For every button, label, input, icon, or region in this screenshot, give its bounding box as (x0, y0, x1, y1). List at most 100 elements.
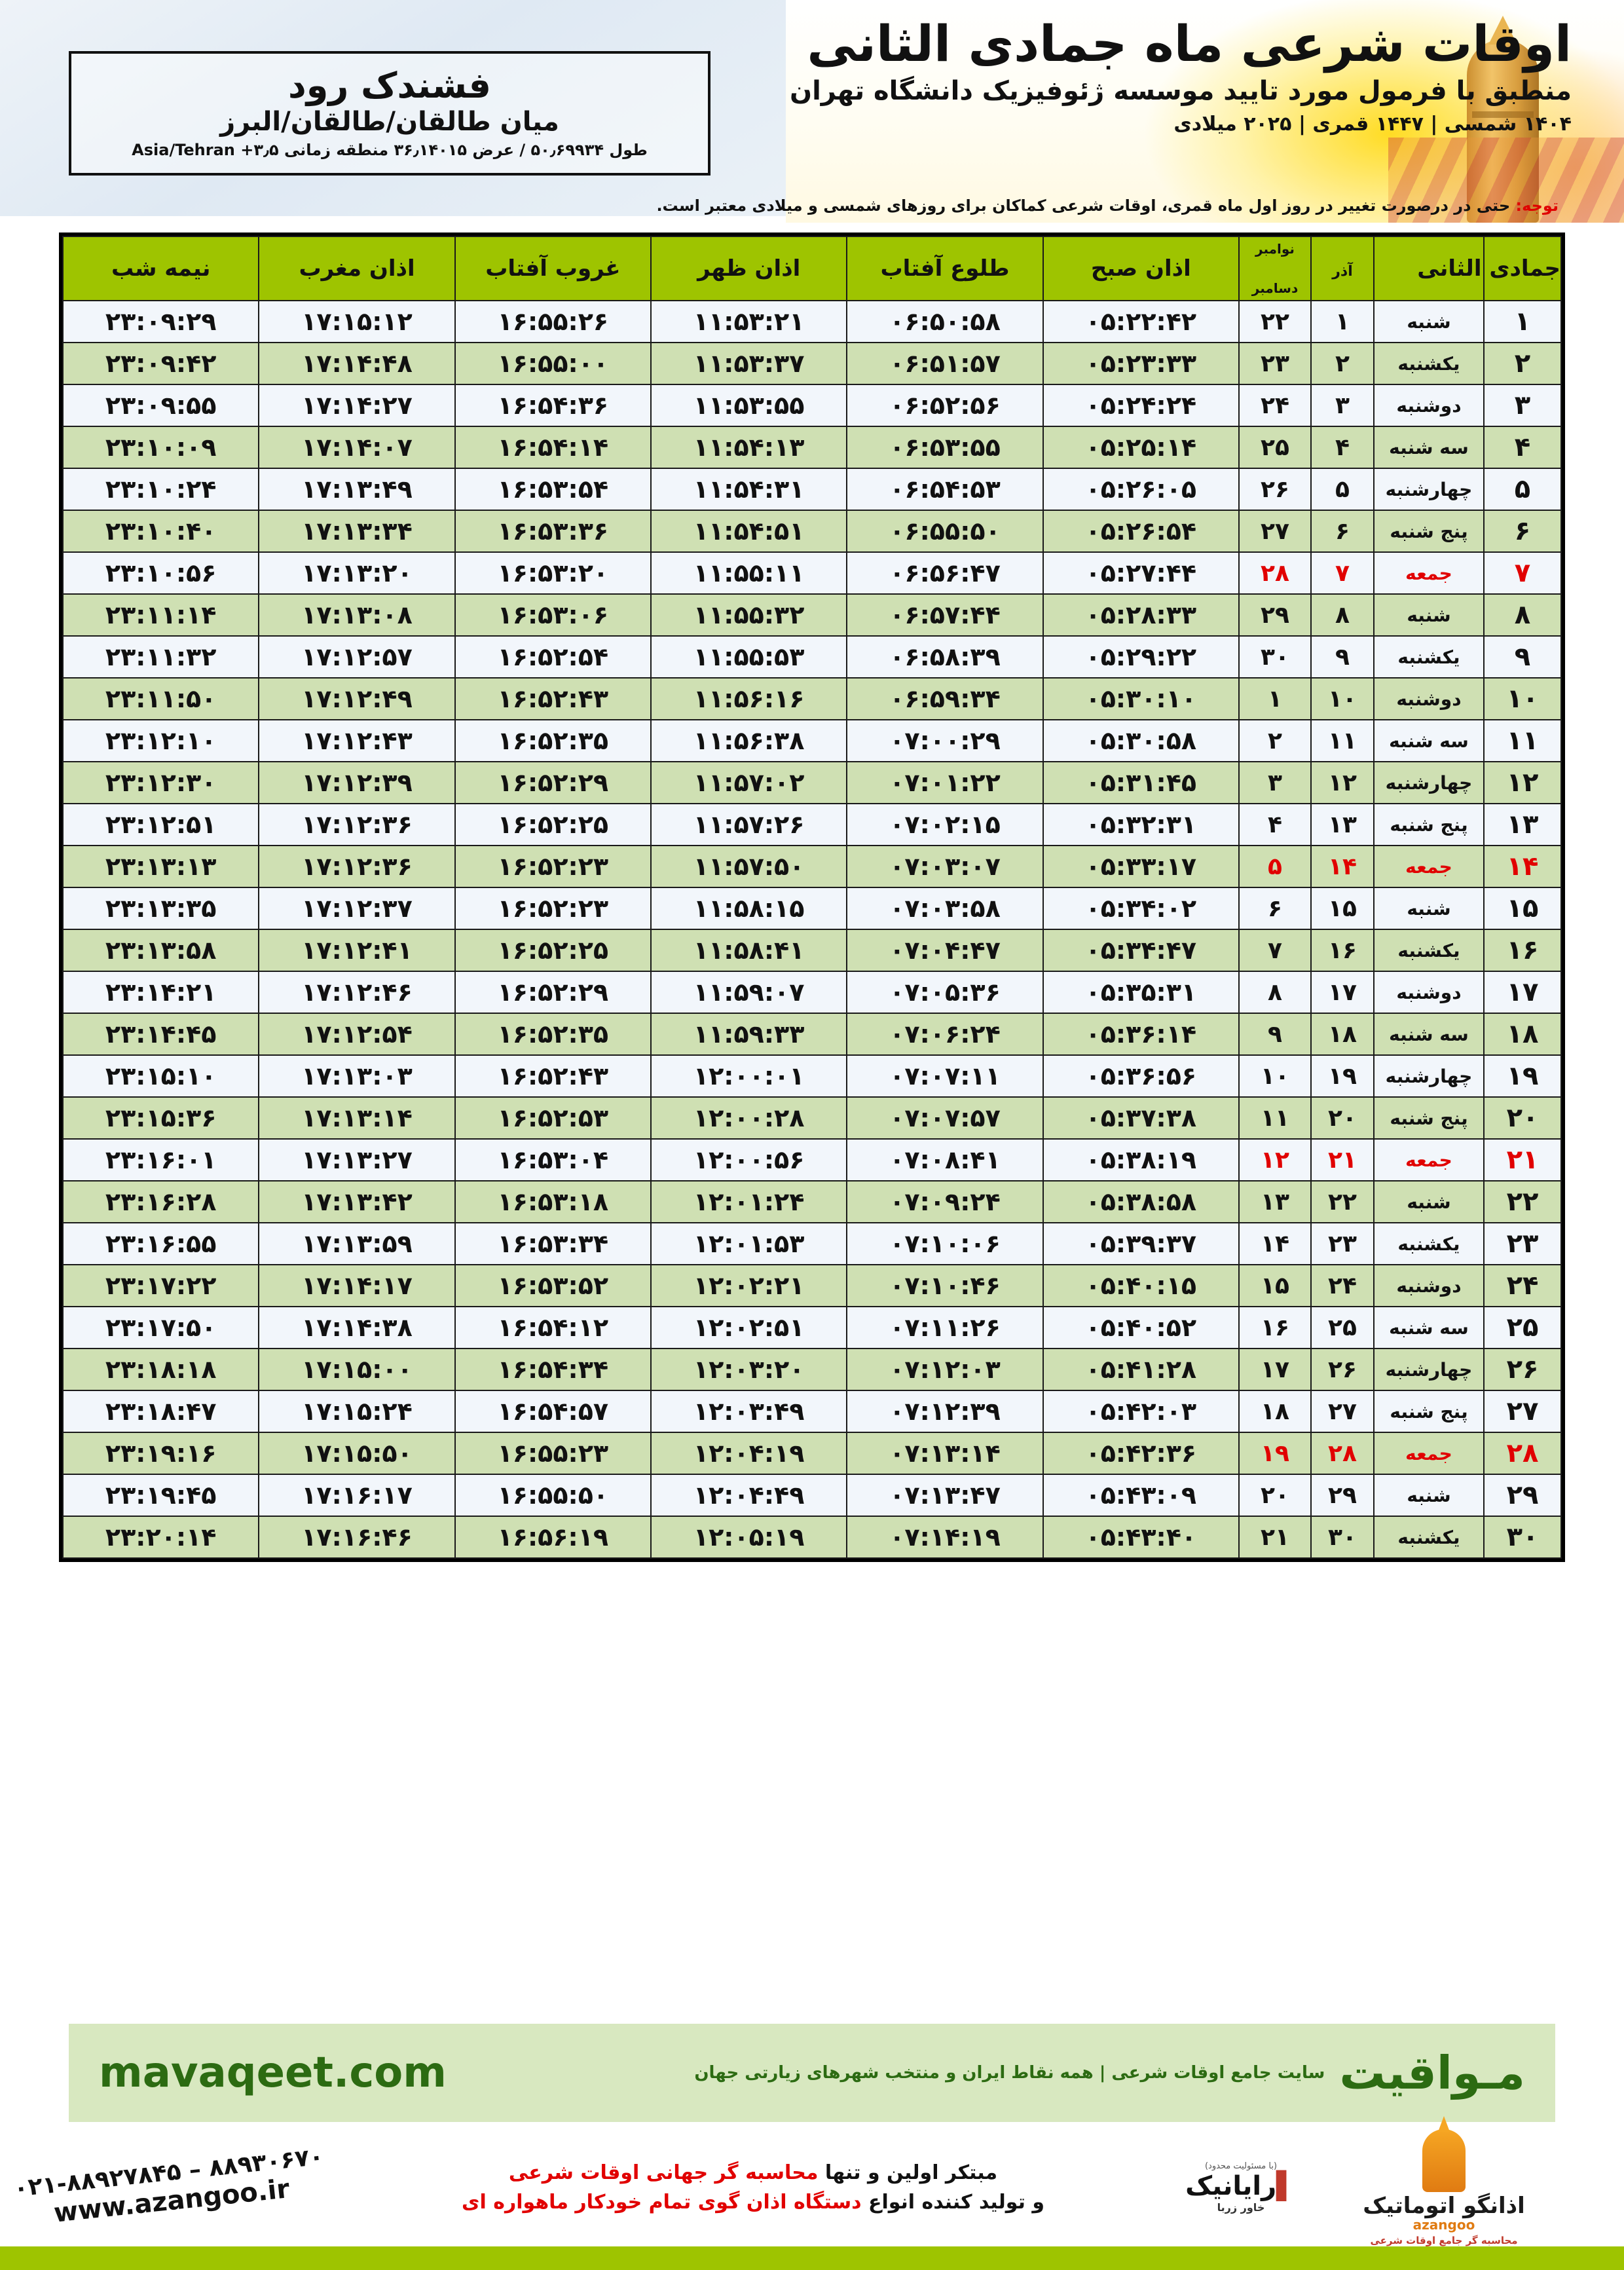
cell-weekday: جمعه (1373, 1138, 1485, 1182)
cell-midnight: ۲۳:۱۳:۳۵ (62, 887, 260, 930)
cell-midnight: ۲۳:۱۵:۳۶ (62, 1096, 260, 1140)
cell-gregorian-day: ۱۷ (1238, 1348, 1312, 1391)
header-hijri-day: جمادی الثانی (1417, 236, 1562, 301)
cell-midnight: ۲۳:۱۰:۴۰ (62, 510, 260, 553)
note-text: حتی در درصورت تغییر در روز اول ماه قمری،… (656, 196, 1511, 215)
cell-dhuhr: ۱۱:۵۸:۴۱ (650, 929, 848, 972)
cell-hijri-day: ۱۵ (1483, 887, 1562, 930)
cell-hijri-day: ۵ (1483, 468, 1562, 511)
cell-hijri-day: ۹ (1483, 635, 1562, 679)
cell-gregorian-day: ۱۵ (1238, 1264, 1312, 1307)
cell-hijri-day: ۲۳ (1483, 1222, 1562, 1265)
header-dhuhr: اذان ظهر (650, 236, 848, 301)
cell-fajr: ۰۵:۲۳:۳۳ (1042, 342, 1240, 385)
cell-sunrise: ۰۷:۰۳:۵۸ (846, 887, 1044, 930)
cell-midnight: ۲۳:۱۲:۵۱ (62, 803, 260, 846)
cell-maghrib: ۱۷:۱۳:۰۸ (258, 593, 456, 637)
cell-midnight: ۲۳:۱۲:۳۰ (62, 761, 260, 804)
cell-hijri-day: ۲۴ (1483, 1264, 1562, 1307)
cell-solar-day: ۴ (1310, 426, 1375, 469)
cell-solar-day: ۲۲ (1310, 1180, 1375, 1223)
bottom-bar: اذانگو اتوماتیک azangoo محاسبه گر جامع ا… (0, 2129, 1624, 2246)
cell-hijri-day: ۲ (1483, 342, 1562, 385)
cell-gregorian-day: ۱۹ (1238, 1432, 1312, 1475)
cell-maghrib: ۱۷:۱۵:۲۴ (258, 1390, 456, 1433)
cell-maghrib: ۱۷:۱۳:۴۲ (258, 1180, 456, 1223)
table-row: ۱۳ پنج شنبه ۱۳ ۴ ۰۵:۳۲:۳۱ ۰۷:۰۲:۱۵ ۱۱:۵۷:۲۶ ۱۶:… (62, 803, 1562, 846)
cell-sunset: ۱۶:۵۵:۲۶ (454, 300, 652, 343)
cell-solar-day: ۱۰ (1310, 677, 1375, 720)
cell-dhuhr: ۱۲:۰۴:۱۹ (650, 1432, 848, 1475)
cell-maghrib: ۱۷:۱۵:۱۲ (258, 300, 456, 343)
table-row: ۳۰ یکشنبه ۳۰ ۲۱ ۰۵:۴۳:۴۰ ۰۷:۱۴:۱۹ ۱۲:۰۵:۱۹ ۱۶:۵… (62, 1516, 1562, 1559)
cell-maghrib: ۱۷:۱۴:۴۸ (258, 342, 456, 385)
bottom-green-strip (0, 2246, 1624, 2270)
rayanic-logo[interactable]: (با مسئولیت محدود) ▌رایانیک خاور زربا (1166, 2161, 1316, 2214)
cell-weekday: جمعه (1373, 1432, 1485, 1475)
cell-weekday: پنج شنبه (1373, 1390, 1485, 1433)
cell-weekday: یکشنبه (1373, 342, 1485, 385)
table-header-row: جمادی الثانی آذر نوامبر دسامبر اذان صبح … (62, 236, 1562, 301)
cell-dhuhr: ۱۱:۵۳:۳۷ (650, 342, 848, 385)
cell-dhuhr: ۱۱:۵۵:۱۱ (650, 551, 848, 595)
cell-fajr: ۰۵:۴۰:۵۲ (1042, 1306, 1240, 1349)
cell-sunrise: ۰۷:۱۲:۳۹ (846, 1390, 1044, 1433)
cell-solar-day: ۲۹ (1310, 1474, 1375, 1517)
cell-sunrise: ۰۷:۱۳:۱۴ (846, 1432, 1044, 1475)
cell-fajr: ۰۵:۳۷:۳۸ (1042, 1096, 1240, 1140)
cell-solar-day: ۵ (1310, 468, 1375, 511)
cell-weekday: جمعه (1373, 551, 1485, 595)
cell-gregorian-day: ۱۱ (1238, 1096, 1312, 1140)
cell-dhuhr: ۱۲:۰۰:۰۱ (650, 1054, 848, 1098)
azangoo-subtitle: محاسبه گر جامع اوقات شرعی (1370, 2234, 1518, 2246)
footer-brand-group: مـواقیت سایت جامع اوقات شرعی | همه نقاط … (694, 2046, 1525, 2100)
table-row: ۱۹ چهارشنبه ۱۹ ۱۰ ۰۵:۳۶:۵۶ ۰۷:۰۷:۱۱ ۱۲:۰۰:۰۱ ۱۶… (62, 1054, 1562, 1098)
cell-sunrise: ۰۶:۵۵:۵۰ (846, 510, 1044, 553)
table-row: ۸ شنبه ۸ ۲۹ ۰۵:۲۸:۳۳ ۰۶:۵۷:۴۴ ۱۱:۵۵:۳۲ ۱۶:۵۳:۰۶… (62, 593, 1562, 637)
cell-maghrib: ۱۷:۱۲:۵۷ (258, 635, 456, 679)
cell-midnight: ۲۳:۱۳:۱۳ (62, 845, 260, 888)
cell-fajr: ۰۵:۳۳:۱۷ (1042, 845, 1240, 888)
cell-midnight: ۲۳:۱۵:۱۰ (62, 1054, 260, 1098)
cell-sunset: ۱۶:۵۴:۱۲ (454, 1306, 652, 1349)
cell-solar-day: ۲ (1310, 342, 1375, 385)
cell-fajr: ۰۵:۴۱:۲۸ (1042, 1348, 1240, 1391)
cell-dhuhr: ۱۱:۵۷:۰۲ (650, 761, 848, 804)
cell-hijri-day: ۱۳ (1483, 803, 1562, 846)
location-region: میان طالقان/طالقان/البرز (220, 107, 559, 138)
cell-weekday: پنج شنبه (1373, 1096, 1485, 1140)
cell-fajr: ۰۵:۳۲:۳۱ (1042, 803, 1240, 846)
cell-sunrise: ۰۷:۱۰:۰۶ (846, 1222, 1044, 1265)
cell-sunset: ۱۶:۵۳:۳۴ (454, 1222, 652, 1265)
cell-fajr: ۰۵:۳۱:۴۵ (1042, 761, 1240, 804)
mosque-dome-decoration (1388, 138, 1624, 223)
azangoo-logo[interactable]: اذانگو اتوماتیک azangoo محاسبه گر جامع ا… (1362, 2129, 1526, 2246)
cell-maghrib: ۱۷:۱۲:۴۶ (258, 971, 456, 1014)
table-row: ۲۵ سه شنبه ۲۵ ۱۶ ۰۵:۴۰:۵۲ ۰۷:۱۱:۲۶ ۱۲:۰۲:۵۱ ۱۶:… (62, 1306, 1562, 1349)
cell-dhuhr: ۱۲:۰۰:۵۶ (650, 1138, 848, 1182)
cell-gregorian-day: ۱۶ (1238, 1306, 1312, 1349)
cell-sunrise: ۰۶:۵۷:۴۴ (846, 593, 1044, 637)
cell-fajr: ۰۵:۲۶:۰۵ (1042, 468, 1240, 511)
cell-maghrib: ۱۷:۱۳:۵۹ (258, 1222, 456, 1265)
cell-midnight: ۲۳:۱۸:۱۸ (62, 1348, 260, 1391)
cell-solar-day: ۱۱ (1310, 719, 1375, 762)
table-row: ۱۶ یکشنبه ۱۶ ۷ ۰۵:۳۴:۴۷ ۰۷:۰۴:۴۷ ۱۱:۵۸:۴۱ ۱۶:۵۲… (62, 929, 1562, 972)
header-midnight: نیمه شب (62, 236, 260, 301)
cell-dhuhr: ۱۱:۵۷:۵۰ (650, 845, 848, 888)
cell-gregorian-day: ۱۲ (1238, 1138, 1312, 1182)
cell-dhuhr: ۱۱:۵۳:۵۵ (650, 384, 848, 427)
cell-gregorian-day: ۲ (1238, 719, 1312, 762)
cell-sunrise: ۰۷:۱۴:۱۹ (846, 1516, 1044, 1559)
cell-fajr: ۰۵:۳۴:۴۷ (1042, 929, 1240, 972)
cell-sunset: ۱۶:۵۳:۰۶ (454, 593, 652, 637)
location-coordinates: طول ۵۰٫۶۹۹۳۴ / عرض ۳۶٫۱۴۰۱۵ منطقه زمانی … (132, 141, 648, 160)
cell-midnight: ۲۳:۱۰:۵۶ (62, 551, 260, 595)
cell-hijri-day: ۱۰ (1483, 677, 1562, 720)
mavaqeet-website[interactable]: mavaqeet.com (99, 2049, 447, 2097)
cell-solar-day: ۲۰ (1310, 1096, 1375, 1140)
cell-maghrib: ۱۷:۱۴:۳۸ (258, 1306, 456, 1349)
cell-solar-day: ۸ (1310, 593, 1375, 637)
cell-sunset: ۱۶:۵۳:۵۲ (454, 1264, 652, 1307)
table-row: ۲۸ جمعه ۲۸ ۱۹ ۰۵:۴۲:۳۶ ۰۷:۱۳:۱۴ ۱۲:۰۴:۱۹ ۱۶:۵۵:… (62, 1432, 1562, 1475)
